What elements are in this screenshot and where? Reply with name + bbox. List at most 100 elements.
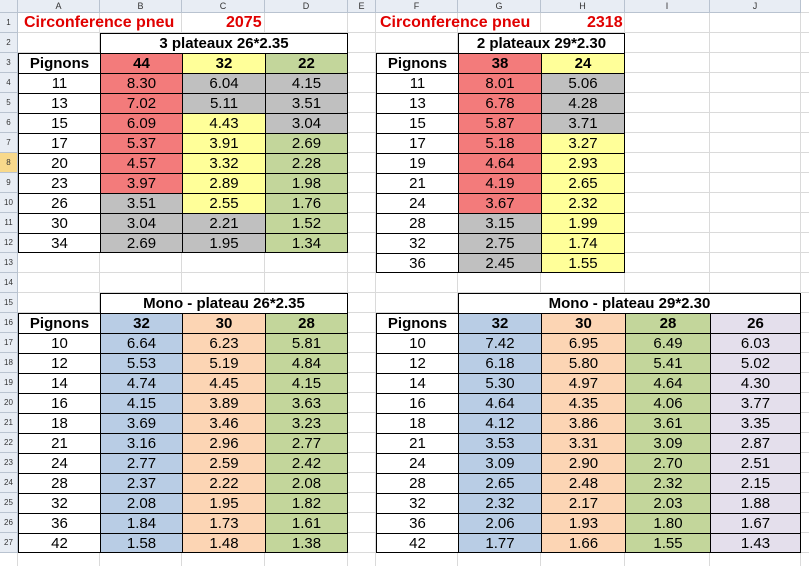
table1-ratio-cell[interactable]: 3.32 <box>182 153 265 173</box>
table3-ratio-cell[interactable]: 2.96 <box>182 433 265 453</box>
table2-ratio-cell[interactable]: 4.28 <box>541 93 625 113</box>
row-header-9[interactable]: 9 <box>0 173 18 193</box>
table1-sprocket-13[interactable]: 13 <box>18 93 100 113</box>
table3-sprocket-32[interactable]: 32 <box>18 493 100 513</box>
row-header-7[interactable]: 7 <box>0 133 18 153</box>
table1-ratio-cell[interactable]: 3.04 <box>100 213 182 233</box>
table3-sprocket-12[interactable]: 12 <box>18 353 100 373</box>
table4-sprocket-10[interactable]: 10 <box>376 333 458 353</box>
table1-ratio-cell[interactable]: 5.37 <box>100 133 182 153</box>
table2-ratio-cell[interactable]: 2.32 <box>541 193 625 213</box>
table4-ratio-cell[interactable]: 3.31 <box>541 433 625 453</box>
table1-caption[interactable]: 3 plateaux 26*2.35 <box>100 33 348 53</box>
table4-ratio-cell[interactable]: 2.06 <box>458 513 541 533</box>
table4-ratio-cell[interactable]: 1.93 <box>541 513 625 533</box>
table4-ratio-cell[interactable]: 3.61 <box>625 413 710 433</box>
table1-sprocket-17[interactable]: 17 <box>18 133 100 153</box>
table1-ratio-cell[interactable]: 4.15 <box>265 73 348 93</box>
table3-ratio-cell[interactable]: 2.08 <box>100 493 182 513</box>
table4-ratio-cell[interactable]: 3.35 <box>710 413 801 433</box>
table4-ratio-cell[interactable]: 2.90 <box>541 453 625 473</box>
table3-ratio-cell[interactable]: 3.63 <box>265 393 348 413</box>
table2-sprocket-11[interactable]: 11 <box>376 73 458 93</box>
table4-ratio-cell[interactable]: 6.03 <box>710 333 801 353</box>
row-header-19[interactable]: 19 <box>0 373 18 393</box>
table4-sprocket-18[interactable]: 18 <box>376 413 458 433</box>
table4-chainring-header-32[interactable]: 32 <box>458 313 541 333</box>
table1-ratio-cell[interactable]: 2.69 <box>265 133 348 153</box>
table3-sprocket-14[interactable]: 14 <box>18 373 100 393</box>
table1-ratio-cell[interactable]: 1.76 <box>265 193 348 213</box>
table2-ratio-cell[interactable]: 5.18 <box>458 133 541 153</box>
row-header-24[interactable]: 24 <box>0 473 18 493</box>
table3-ratio-cell[interactable]: 4.84 <box>265 353 348 373</box>
table3-ratio-cell[interactable]: 4.15 <box>265 373 348 393</box>
row-header-11[interactable]: 11 <box>0 213 18 233</box>
table1-ratio-cell[interactable]: 4.57 <box>100 153 182 173</box>
table4-ratio-cell[interactable]: 3.09 <box>625 433 710 453</box>
table3-ratio-cell[interactable]: 5.53 <box>100 353 182 373</box>
table4-ratio-cell[interactable]: 1.55 <box>625 533 710 553</box>
table4-sprocket-14[interactable]: 14 <box>376 373 458 393</box>
row-header-14[interactable]: 14 <box>0 273 18 293</box>
row-header-12[interactable]: 12 <box>0 233 18 253</box>
table3-ratio-cell[interactable]: 2.77 <box>100 453 182 473</box>
table4-ratio-cell[interactable]: 2.70 <box>625 453 710 473</box>
table4-ratio-cell[interactable]: 2.65 <box>458 473 541 493</box>
table2-ratio-cell[interactable]: 3.27 <box>541 133 625 153</box>
table4-ratio-cell[interactable]: 4.35 <box>541 393 625 413</box>
column-header-i[interactable]: I <box>625 0 710 13</box>
table3-ratio-cell[interactable]: 1.61 <box>265 513 348 533</box>
table4-ratio-cell[interactable]: 5.41 <box>625 353 710 373</box>
row-header-2[interactable]: 2 <box>0 33 18 53</box>
table1-pignons-header[interactable]: Pignons <box>18 53 100 73</box>
table4-sprocket-21[interactable]: 21 <box>376 433 458 453</box>
table1-ratio-cell[interactable]: 2.89 <box>182 173 265 193</box>
table3-chainring-header-28[interactable]: 28 <box>265 313 348 333</box>
row-header-5[interactable]: 5 <box>0 93 18 113</box>
table3-ratio-cell[interactable]: 4.45 <box>182 373 265 393</box>
table4-sprocket-42[interactable]: 42 <box>376 533 458 553</box>
table4-sprocket-36[interactable]: 36 <box>376 513 458 533</box>
table4-ratio-cell[interactable]: 6.49 <box>625 333 710 353</box>
table4-ratio-cell[interactable]: 4.12 <box>458 413 541 433</box>
row-header-18[interactable]: 18 <box>0 353 18 373</box>
column-header-g[interactable]: G <box>458 0 541 13</box>
row-header-1[interactable]: 1 <box>0 13 18 33</box>
table1-ratio-cell[interactable]: 2.55 <box>182 193 265 213</box>
table4-ratio-cell[interactable]: 1.77 <box>458 533 541 553</box>
table4-sprocket-16[interactable]: 16 <box>376 393 458 413</box>
table1-ratio-cell[interactable]: 1.95 <box>182 233 265 253</box>
row-header-15[interactable]: 15 <box>0 293 18 313</box>
table4-sprocket-12[interactable]: 12 <box>376 353 458 373</box>
table3-sprocket-18[interactable]: 18 <box>18 413 100 433</box>
select-all-corner[interactable] <box>0 0 18 13</box>
table4-ratio-cell[interactable]: 4.30 <box>710 373 801 393</box>
table4-ratio-cell[interactable]: 5.30 <box>458 373 541 393</box>
table4-ratio-cell[interactable]: 2.15 <box>710 473 801 493</box>
row-header-13[interactable]: 13 <box>0 253 18 273</box>
table4-ratio-cell[interactable]: 2.48 <box>541 473 625 493</box>
table3-ratio-cell[interactable]: 3.46 <box>182 413 265 433</box>
table2-ratio-cell[interactable]: 5.87 <box>458 113 541 133</box>
table2-ratio-cell[interactable]: 3.15 <box>458 213 541 233</box>
table1-chainring-header-22[interactable]: 22 <box>265 53 348 73</box>
table3-ratio-cell[interactable]: 2.37 <box>100 473 182 493</box>
table4-ratio-cell[interactable]: 1.66 <box>541 533 625 553</box>
table2-ratio-cell[interactable]: 2.93 <box>541 153 625 173</box>
table4-ratio-cell[interactable]: 2.03 <box>625 493 710 513</box>
column-header-e[interactable]: E <box>348 0 376 13</box>
table1-ratio-cell[interactable]: 3.51 <box>265 93 348 113</box>
table3-chainring-header-32[interactable]: 32 <box>100 313 182 333</box>
row-header-6[interactable]: 6 <box>0 113 18 133</box>
table2-sprocket-28[interactable]: 28 <box>376 213 458 233</box>
table4-caption[interactable]: Mono - plateau 29*2.30 <box>458 293 801 313</box>
table3-ratio-cell[interactable]: 1.95 <box>182 493 265 513</box>
row-header-22[interactable]: 22 <box>0 433 18 453</box>
table1-sprocket-23[interactable]: 23 <box>18 173 100 193</box>
row-header-10[interactable]: 10 <box>0 193 18 213</box>
row-header-16[interactable]: 16 <box>0 313 18 333</box>
table1-ratio-cell[interactable]: 3.51 <box>100 193 182 213</box>
table2-pignons-header[interactable]: Pignons <box>376 53 458 73</box>
column-header-h[interactable]: H <box>541 0 625 13</box>
